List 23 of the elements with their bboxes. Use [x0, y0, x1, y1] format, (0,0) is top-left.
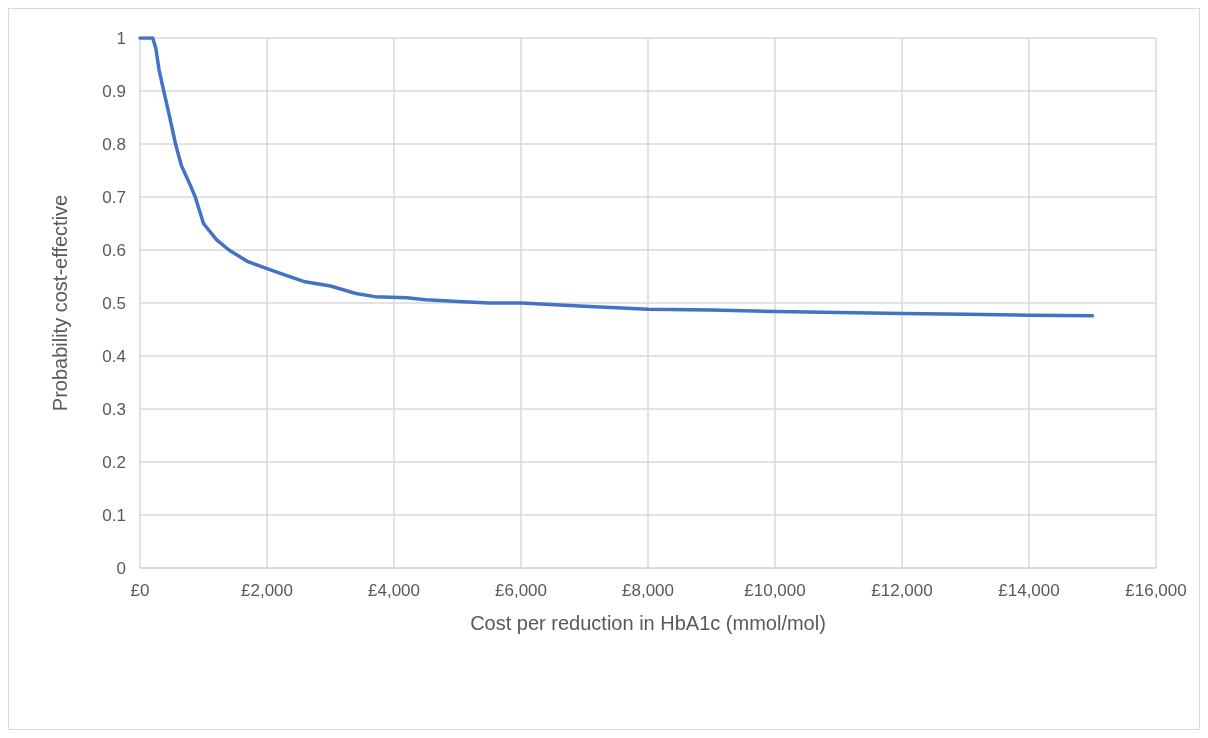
- y-tick-label: 0.7: [102, 187, 126, 207]
- y-tick-label: 0.9: [102, 81, 126, 101]
- line-series: [138, 36, 1095, 318]
- y-tick-label: 0.3: [102, 399, 126, 419]
- x-tick-label: £0: [130, 581, 150, 600]
- x-tick-label: £16,000: [1125, 581, 1187, 600]
- x-tick-label: £4,000: [368, 581, 420, 600]
- y-tick-label: 0: [116, 558, 126, 578]
- x-tick-label: £12,000: [871, 581, 933, 600]
- y-tick-label: 0.4: [102, 346, 126, 366]
- y-axis-title: Probability cost-effective: [49, 194, 71, 412]
- x-tick-label: £14,000: [998, 581, 1060, 600]
- y-tick-label: 0.6: [102, 240, 126, 260]
- x-tick-label: £6,000: [495, 581, 547, 600]
- x-tick-label: £8,000: [622, 581, 674, 600]
- y-tick-label: 0.1: [102, 505, 126, 525]
- x-tick-label: £10,000: [744, 581, 806, 600]
- x-tick-label: £2,000: [241, 581, 293, 600]
- y-tick-label: 0.8: [102, 134, 126, 154]
- y-tick-label: 1: [116, 28, 126, 48]
- y-tick-label: 0.5: [102, 293, 126, 313]
- x-axis-title: Cost per reduction in HbA1c (mmol/mol): [470, 612, 826, 634]
- y-tick-label: 0.2: [102, 452, 126, 472]
